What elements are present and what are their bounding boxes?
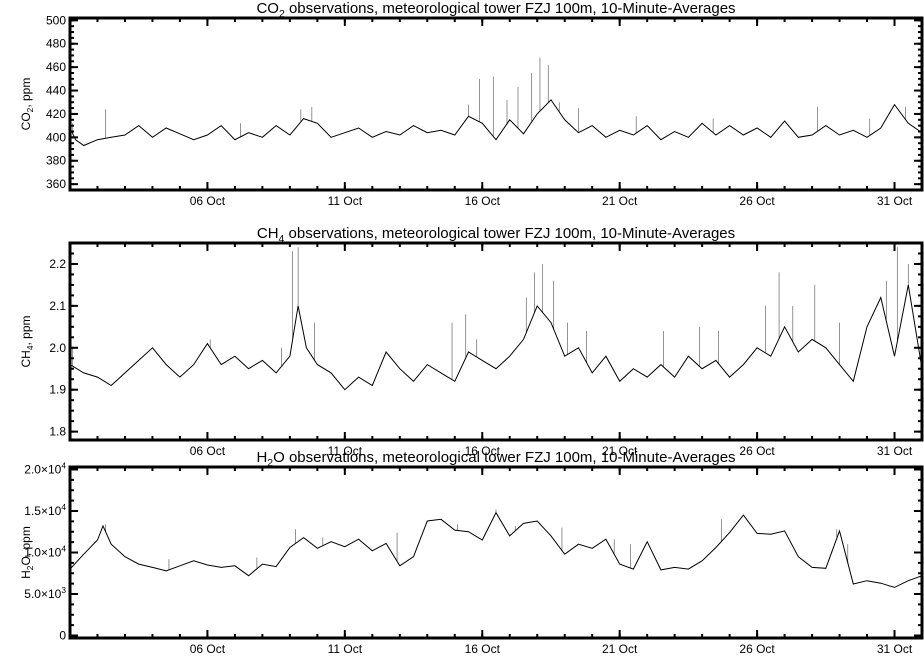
y-tick-label-5: 2.0×104 bbox=[24, 460, 66, 476]
x-tick-label-5: 26 Oct bbox=[739, 642, 775, 654]
y-tick-label-3: 400 bbox=[46, 130, 66, 144]
y-tick-label-4: 420 bbox=[46, 107, 66, 121]
x-tick-label-5: 26 Oct bbox=[739, 194, 775, 208]
plot-area bbox=[70, 57, 922, 147]
y-tick-label-2: 1.9 bbox=[49, 383, 66, 397]
x-tick-label-1: 06 Oct bbox=[190, 444, 226, 458]
y-tick-label-5: 2.2 bbox=[49, 257, 66, 271]
series-line-1 bbox=[70, 511, 922, 588]
chart-panel-3: H2O observations, meteorological tower F… bbox=[19, 449, 924, 656]
x-tick-label-6: 31 Oct bbox=[877, 444, 913, 458]
y-axis-label: CO2, ppm bbox=[19, 78, 35, 131]
x-tick-label-6: 31 Oct bbox=[877, 194, 913, 208]
y-tick-label-1: 1.8 bbox=[49, 425, 66, 439]
y-tick-label-5: 440 bbox=[46, 84, 66, 98]
y-tick-label-1: 0 bbox=[59, 629, 66, 643]
y-tick-label-6: 460 bbox=[46, 60, 66, 74]
y-tick-label-3: 2.0 bbox=[49, 341, 66, 355]
y-tick-label-8: 500 bbox=[46, 13, 66, 27]
y-axis-label: H2O, ppm bbox=[19, 526, 35, 579]
chart-title: H2O observations, meteorological tower F… bbox=[256, 449, 735, 469]
plot-frame bbox=[68, 16, 924, 192]
y-tick-label-1: 360 bbox=[46, 177, 66, 191]
y-tick-label-4: 1.5×104 bbox=[24, 502, 66, 518]
x-tick-label-6: 31 Oct bbox=[877, 642, 913, 654]
plot-area bbox=[70, 509, 922, 588]
series-line-1 bbox=[70, 284, 922, 391]
x-tick-label-3: 16 Oct bbox=[465, 642, 501, 654]
plot-frame bbox=[68, 241, 924, 442]
chart-panel-2: CH4 observations, meteorological tower F… bbox=[19, 225, 924, 458]
x-tick-label-2: 11 Oct bbox=[328, 194, 363, 208]
x-tick-label-3: 16 Oct bbox=[465, 194, 501, 208]
chart-panel-1: CO2 observations, meteorological tower F… bbox=[19, 0, 924, 208]
x-tick-label-4: 21 Oct bbox=[602, 444, 638, 458]
plot-frame bbox=[68, 465, 924, 640]
x-tick-label-2: 11 Oct bbox=[328, 444, 363, 458]
series-line-1 bbox=[70, 99, 922, 147]
y-tick-label-7: 480 bbox=[46, 37, 66, 51]
x-tick-label-2: 11 Oct bbox=[328, 642, 363, 654]
y-tick-label-2: 380 bbox=[46, 154, 66, 168]
chart-title: CO2 observations, meteorological tower F… bbox=[256, 0, 735, 20]
x-tick-label-4: 21 Oct bbox=[602, 194, 638, 208]
y-tick-label-4: 2.1 bbox=[49, 299, 66, 313]
x-tick-label-5: 26 Oct bbox=[739, 444, 775, 458]
x-tick-label-1: 06 Oct bbox=[190, 194, 226, 208]
x-tick-label-3: 16 Oct bbox=[465, 444, 501, 458]
y-tick-label-2: 5.0×103 bbox=[24, 585, 66, 601]
x-tick-label-4: 21 Oct bbox=[602, 642, 638, 654]
x-tick-label-1: 06 Oct bbox=[190, 642, 226, 654]
y-axis-label: CH4, ppm bbox=[19, 315, 35, 367]
y-tick-label-3: 1.0×104 bbox=[24, 544, 66, 560]
plot-area bbox=[70, 247, 922, 391]
chart-title: CH4 observations, meteorological tower F… bbox=[257, 225, 735, 245]
